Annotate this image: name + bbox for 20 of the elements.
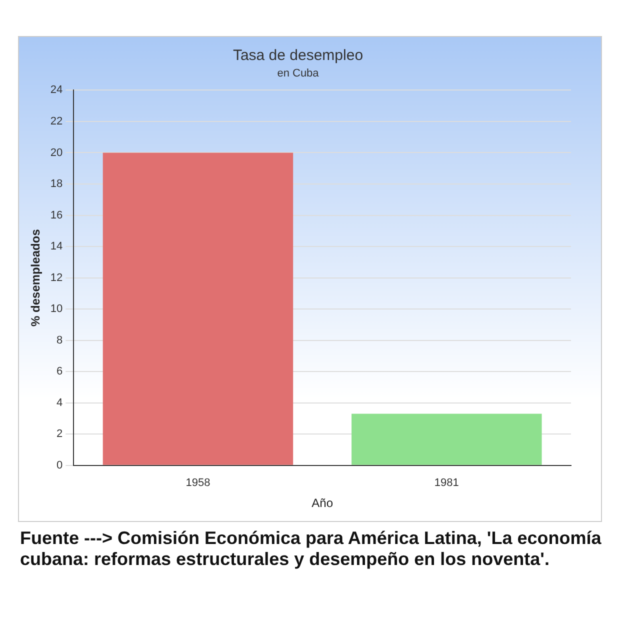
y-tick-label: 2 (56, 428, 63, 440)
chart-subtitle: en Cuba (277, 68, 320, 80)
y-tick-label: 20 (50, 146, 63, 159)
y-tick-label: 8 (56, 334, 63, 346)
y-tick-label: 18 (50, 178, 63, 190)
chart-title: Tasa de desempleo (232, 47, 364, 64)
y-tick-label: 0 (56, 459, 63, 472)
y-tick-label: 6 (56, 366, 63, 378)
x-tick-label: 1981 (434, 477, 459, 490)
y-axis-title: % desempleados (28, 228, 43, 326)
x-tick-label: 1958 (186, 477, 210, 490)
y-tick-label: 16 (50, 209, 63, 222)
y-tick-label: 14 (50, 240, 63, 253)
y-tick-label: 10 (50, 303, 63, 316)
y-tick-label: 12 (50, 272, 63, 284)
x-axis-title: Año (312, 496, 334, 510)
source-note: Fuente ---> Comisión Económica para América Latina, 'La economía cubana: reformas estructurales y desempeño en los noventa'. (20, 528, 602, 570)
y-tick-label: 4 (56, 396, 63, 409)
y-tick-label: 24 (50, 84, 63, 96)
y-tick-label: 22 (50, 116, 63, 128)
